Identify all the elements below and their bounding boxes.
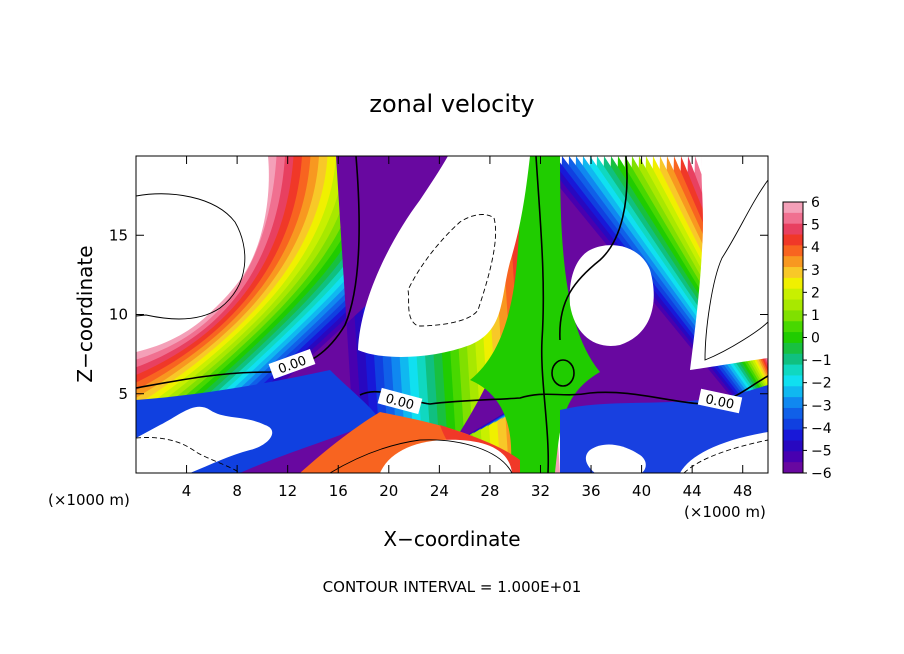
colorbar-swatch [783,364,803,376]
colorbar-labels: 6 5 4 3 2 1 0 −1 −2 −3 −4 −5 −6 [803,195,832,482]
x-tick-label: 32 [531,482,550,500]
colorbar-swatch [783,418,803,431]
colorbar [782,201,804,474]
colorbar-swatch [783,299,803,311]
colorbar-tick-label: −2 [811,376,832,392]
colorbar-tick-label: 0 [811,331,820,347]
color-band [470,156,600,473]
colorbar-swatch [783,277,803,290]
y-axis-label: Z−coordinate [73,245,97,382]
x-tick-label: 8 [232,482,242,500]
colorbar-swatch [783,429,803,441]
colorbar-swatch [783,256,803,268]
x-tick-label: 12 [278,482,297,500]
x-tick-label: 40 [632,482,651,500]
colorbar-swatch [783,212,803,225]
contour-label: 0.00 [384,391,416,413]
colorbar-tick-label: −1 [811,353,832,369]
colorbar-swatch [783,245,803,257]
contour-interval-note: CONTOUR INTERVAL = 1.000E+01 [323,578,582,596]
colorbar-tick-label: −4 [811,421,832,437]
colorbar-swatch [783,223,803,236]
colorbar-swatch [783,451,803,463]
colorbar-swatch [783,440,803,452]
colorbar-swatch [783,202,803,214]
color-band [136,156,472,473]
colorbar-swatch [783,407,803,420]
x-axis-label: X−coordinate [383,527,520,551]
x-tick-label: 24 [430,482,449,500]
colorbar-swatch [783,462,803,474]
colorbar-tick-label: −6 [811,466,832,482]
x-tick-label: 48 [733,482,752,500]
colorbar-swatch [783,234,803,246]
colorbar-swatch [783,310,803,322]
colorbar-swatch [783,375,803,387]
blank-regions [136,156,768,473]
colorbar-tick-label: 6 [811,195,820,211]
y-tick-label: 10 [109,306,128,324]
x-tick-label: 4 [182,482,192,500]
y-tick-label: 5 [118,385,128,403]
contour-label: 0.00 [704,392,735,413]
x-unit-right: (×1000 m) [684,503,766,521]
colorbar-swatch [783,353,803,366]
colorbar-tick-label: 3 [811,263,820,279]
chart-title: zonal velocity [369,90,534,118]
colorbar-tick-label: −5 [811,443,832,459]
plot-area: 0.00 0.00 0.00 [136,156,768,473]
contour-lines [136,156,768,473]
colorbar-swatch [783,342,803,355]
x-tick-label: 20 [379,482,398,500]
colorbar-swatch [783,321,803,333]
colorbar-tick-label: −3 [811,398,832,414]
x-tick-label: 36 [581,482,600,500]
colorbar-swatch [783,288,803,301]
colorbar-swatch [783,267,803,279]
x-tick-label: 44 [683,482,702,500]
y-axis: 5 10 15 [109,226,768,403]
x-tick-label: 16 [329,482,348,500]
colorbar-swatch [783,386,803,398]
colorbar-tick-label: 1 [811,308,820,324]
colorbar-swatch [783,397,803,409]
x-axis: 4 8 12 16 20 24 28 32 36 40 44 48 [182,156,752,500]
y-tick-label: 15 [109,226,128,244]
x-unit-left: (×1000 m) [48,491,130,509]
colorbar-tick-label: 2 [811,285,820,301]
colorbar-tick-label: 5 [811,218,820,234]
colorbar-swatch [783,332,803,344]
x-tick-label: 28 [480,482,499,500]
colorbar-tick-label: 4 [811,240,820,256]
